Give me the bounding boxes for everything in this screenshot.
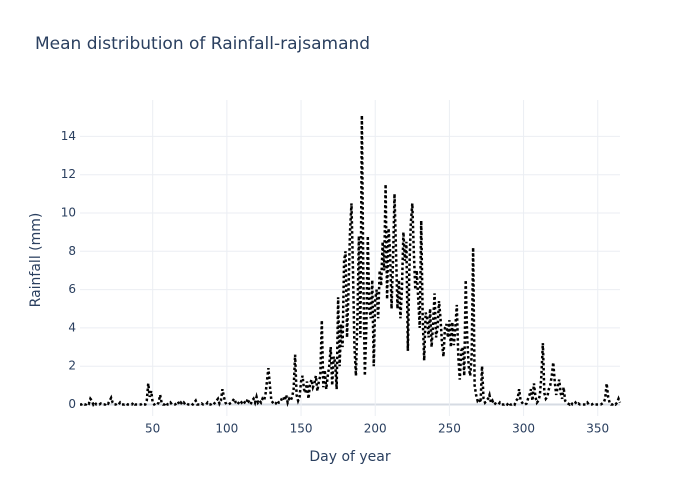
x-axis-title: Day of year <box>309 449 391 465</box>
x-tick-label: 250 <box>438 422 461 436</box>
rainfall-line <box>80 115 622 408</box>
y-tick-label: 8 <box>68 244 76 258</box>
x-tick-label: 100 <box>215 422 238 436</box>
chart-title: Mean distribution of Rainfall-rajsamand <box>35 34 370 54</box>
y-tick-label: 12 <box>61 167 76 181</box>
y-tick-label: 14 <box>61 129 76 143</box>
x-tick-label: 300 <box>512 422 535 436</box>
y-tick-label: 6 <box>68 282 76 296</box>
y-tick-label: 2 <box>68 359 76 373</box>
x-tick-label: 50 <box>145 422 160 436</box>
x-tick-label: 200 <box>364 422 387 436</box>
x-tick-label: 350 <box>586 422 609 436</box>
y-tick-label: 0 <box>68 397 76 411</box>
x-tick-label: 150 <box>290 422 313 436</box>
y-axis-title: Rainfall (mm) <box>28 213 44 308</box>
y-tick-label: 10 <box>61 205 76 219</box>
y-tick-label: 4 <box>68 320 76 334</box>
